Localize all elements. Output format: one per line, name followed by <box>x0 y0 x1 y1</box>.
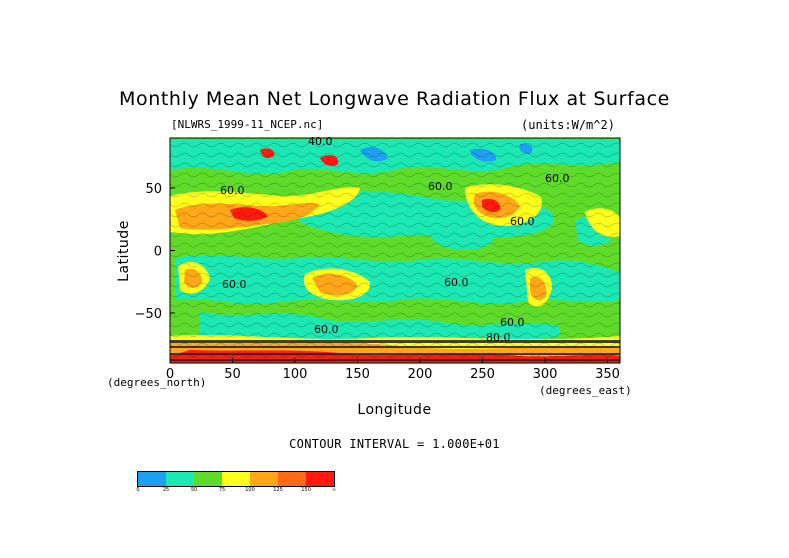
x-tick-label: 100 <box>283 367 308 382</box>
x-axis-label: Longitude <box>357 402 432 418</box>
map-field <box>170 138 620 363</box>
x-units-label: (degrees_east) <box>539 384 632 397</box>
x-tick-label: 150 <box>345 367 370 382</box>
y-tick-label: 0 <box>154 245 162 260</box>
legend-label: ∞ <box>331 487 337 493</box>
contour-label: 60.0 <box>314 323 339 336</box>
chart-title: Monthly Mean Net Longwave Radiation Flux… <box>119 88 670 110</box>
y-tick-label: −50 <box>135 307 162 322</box>
color-legend <box>137 471 335 487</box>
contour-label: 60.0 <box>222 278 247 291</box>
contour-label: 60.0 <box>545 172 570 185</box>
legend-labels: 0 25 50 75 100 125 150 ∞ <box>136 487 339 497</box>
contour-interval-note: CONTOUR INTERVAL = 1.000E+01 <box>289 437 500 451</box>
legend-label: 25 <box>162 487 170 493</box>
contour-label: 60.0 <box>510 215 535 228</box>
y-tick-label: 50 <box>145 182 162 197</box>
legend-swatch <box>194 472 222 486</box>
x-tick-label: 200 <box>408 367 433 382</box>
file-label: [NLWRS_1999-11_NCEP.nc] <box>171 118 324 131</box>
legend-swatch <box>306 472 334 486</box>
y-axis-ticks: 50 0 −50 <box>135 182 175 322</box>
y-units-label: (degrees_north) <box>107 376 207 389</box>
legend-label: 125 <box>273 487 283 493</box>
legend-label: 0 <box>136 487 140 493</box>
legend-label: 50 <box>190 487 198 493</box>
x-tick-label: 300 <box>533 367 558 382</box>
contour-label: 80.0 <box>486 331 511 344</box>
legend-swatch <box>166 472 194 486</box>
contour-label: 40.0 <box>308 135 333 148</box>
contour-lines <box>170 138 620 363</box>
x-tick-label: 0 <box>166 367 174 382</box>
legend-label: 75 <box>218 487 226 493</box>
x-tick-label: 350 <box>595 367 620 382</box>
y-axis-label: Latitude <box>116 220 132 282</box>
contour-label: 60.0 <box>220 184 245 197</box>
x-axis-ticks: 0 50 100 150 200 250 300 350 <box>166 358 620 382</box>
contour-label: 60.0 <box>428 180 453 193</box>
legend-swatch <box>250 472 278 486</box>
legend-swatch <box>278 472 306 486</box>
x-tick-label: 250 <box>470 367 495 382</box>
x-tick-label: 50 <box>224 367 241 382</box>
legend-label: 150 <box>301 487 311 493</box>
contour-label: 60.0 <box>500 316 525 329</box>
legend-label: 100 <box>245 487 255 493</box>
units-label: (units:W/m^2) <box>521 118 615 132</box>
contour-label: 60.0 <box>444 276 469 289</box>
legend-swatch <box>222 472 250 486</box>
legend-swatch <box>138 472 166 486</box>
